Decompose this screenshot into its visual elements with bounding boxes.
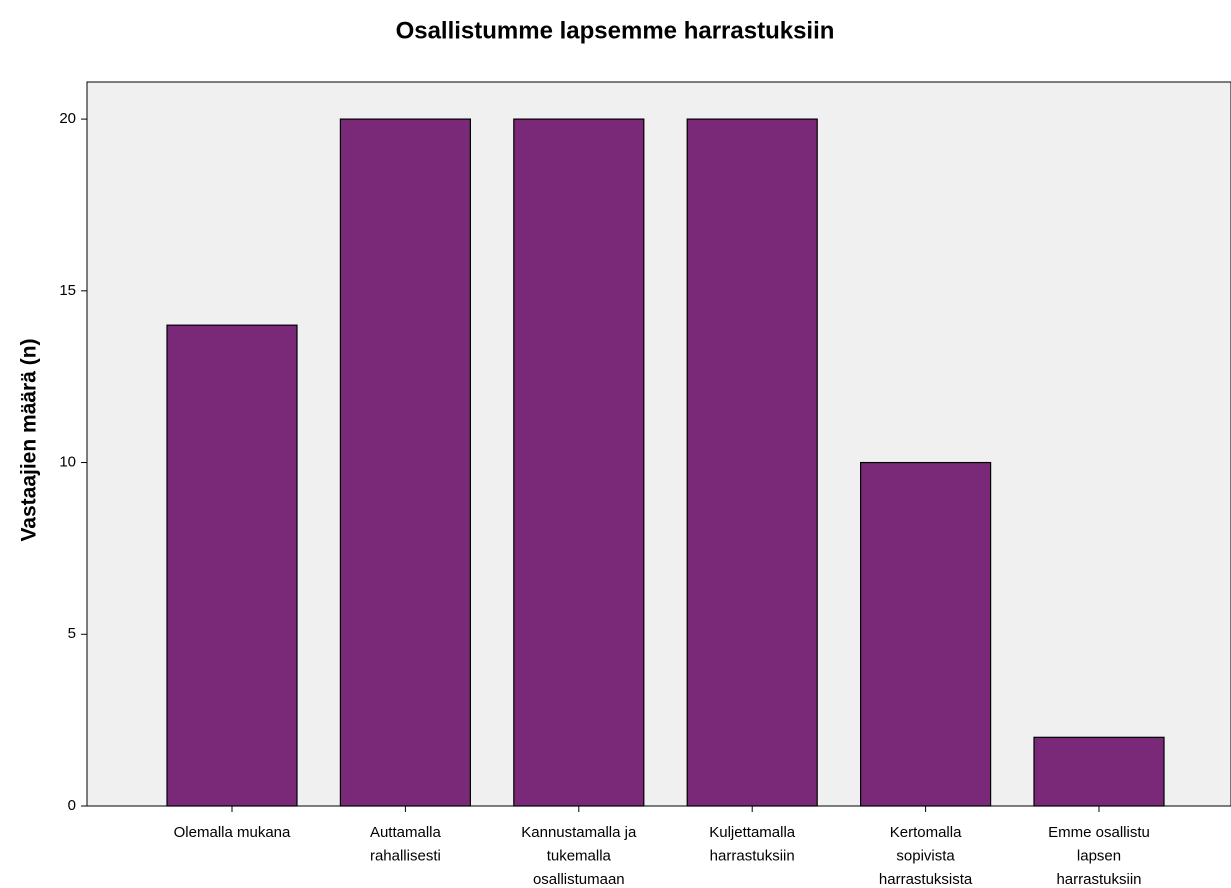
- bar: [1033, 736, 1165, 807]
- y-tick-label: 20: [59, 110, 76, 127]
- bar: [513, 118, 645, 807]
- y-tick-label: 10: [59, 454, 76, 471]
- x-tick-label: Auttamalla rahallisesti: [370, 824, 442, 865]
- bar: [686, 118, 818, 807]
- y-tick-label: 15: [59, 282, 76, 299]
- x-tick-label: Kertomalla sopivista harrastuksista: [879, 824, 973, 888]
- bar: [166, 324, 298, 807]
- x-tick-label: Olemalla mukana: [174, 824, 291, 841]
- chart-title: Osallistumme lapsemme harrastuksiin: [396, 17, 835, 44]
- y-tick-label: 0: [68, 797, 76, 814]
- y-tick-label: 5: [68, 625, 76, 642]
- x-tick-label: Kuljettamalla harrastuksiin: [709, 824, 796, 865]
- bar: [339, 118, 471, 807]
- x-tick-label: Emme osallistu lapsen harrastuksiin: [1048, 824, 1150, 888]
- x-tick-label: Kannustamalla ja tukemalla osallistumaan: [521, 824, 637, 888]
- bar: [859, 461, 992, 807]
- y-axis-label: Vastaajien määrä (n): [18, 338, 41, 541]
